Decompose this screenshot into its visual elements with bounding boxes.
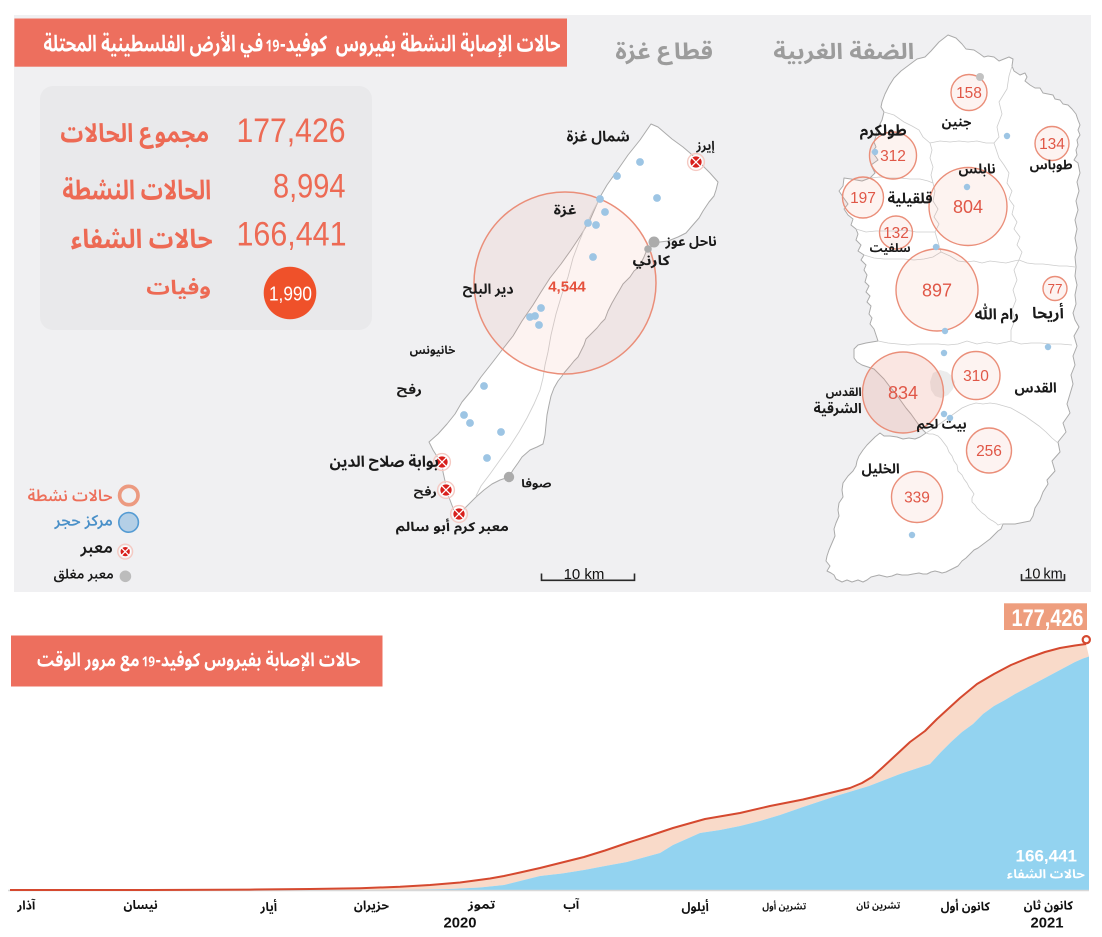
svg-text:177,426: 177,426 [237, 112, 346, 150]
svg-text:158: 158 [956, 85, 982, 102]
svg-text:834: 834 [888, 383, 918, 403]
svg-text:10 km: 10 km [564, 566, 605, 583]
svg-text:804: 804 [953, 197, 983, 217]
svg-text:132: 132 [883, 225, 909, 242]
svg-text:166,441: 166,441 [237, 215, 347, 253]
svg-text:2021: 2021 [1031, 916, 1064, 932]
svg-text:177,426: 177,426 [1012, 605, 1084, 632]
svg-text:256: 256 [976, 443, 1002, 460]
svg-text:4,544: 4,544 [548, 278, 586, 295]
svg-text:166,441: 166,441 [1016, 846, 1077, 865]
svg-text:312: 312 [880, 148, 906, 165]
svg-text:134: 134 [1039, 136, 1065, 153]
svg-text:197: 197 [850, 190, 876, 207]
svg-text:10 km: 10 km [1024, 567, 1062, 583]
svg-text:1,990: 1,990 [269, 284, 312, 306]
svg-text:2020: 2020 [444, 916, 477, 932]
svg-text:310: 310 [963, 368, 989, 385]
svg-text:77: 77 [1047, 281, 1062, 296]
svg-text:897: 897 [922, 281, 952, 301]
svg-text:339: 339 [904, 490, 930, 507]
svg-text:8,994: 8,994 [273, 167, 346, 205]
